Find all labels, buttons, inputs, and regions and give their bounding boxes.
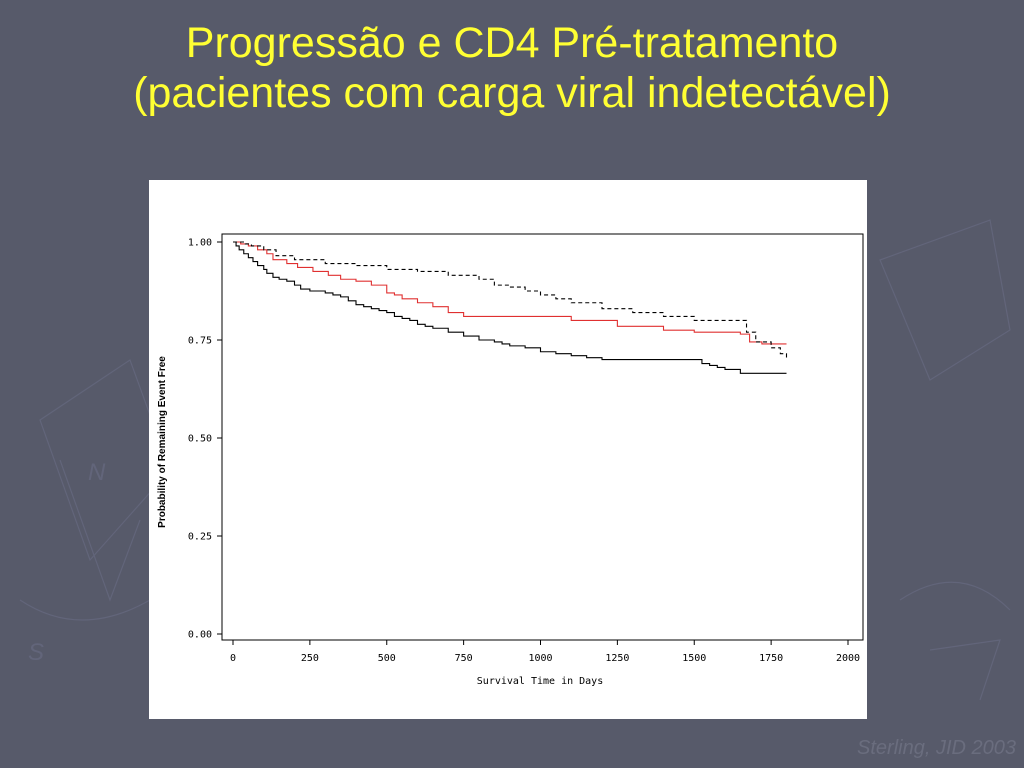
citation-watermark: Sterling, JID 2003 [857, 737, 1016, 759]
x-tick-label: 750 [455, 653, 473, 664]
x-tick-label: 2000 [836, 653, 860, 664]
y-axis-title: Probability of Remaining Event Free [157, 356, 168, 528]
y-tick-label: 0.50 [188, 434, 212, 445]
x-tick-label: 1250 [605, 653, 629, 664]
y-axis: 0.00 0.25 0.50 0.75 1.00 [188, 238, 222, 641]
y-tick-label: 0.25 [188, 532, 212, 543]
x-tick-label: 250 [301, 653, 319, 664]
chart-panel: 0 250 500 750 1000 1250 1500 1750 2000 0.00 0.25 0… [149, 180, 867, 719]
slide-title-line-1: Progressão e CD4 Pré-tratamento [185, 19, 839, 67]
svg-text:S: S [28, 639, 44, 666]
series-line-2 [233, 241, 787, 345]
slide-title-line-2: (pacientes com carga viral indetectável) [133, 69, 891, 117]
series-line-3 [233, 241, 788, 360]
x-tick-label: 1000 [528, 653, 552, 664]
svg-text:N: N [88, 459, 106, 486]
survival-chart: 0 250 500 750 1000 1250 1500 1750 2000 0.000.250… [157, 233, 864, 687]
x-axis-title: Survival Time in Days [477, 676, 603, 687]
y-tick-label: 0.00 [188, 630, 212, 641]
series-layer [233, 241, 788, 374]
y-tick-label: 1.00 [188, 238, 212, 249]
slide-title: Progressão e CD4 Pré-tratamento (pacient… [0, 18, 1024, 118]
x-axis: 0 250 500 750 1000 1250 1500 1750 2000 [230, 640, 860, 664]
x-tick-label: 0 [230, 653, 236, 664]
x-tick-label: 500 [378, 653, 396, 664]
x-tick-label: 1500 [682, 653, 706, 664]
x-tick-label: 1750 [759, 653, 783, 664]
series-line-1 [233, 241, 787, 374]
plot-frame [221, 233, 864, 641]
y-tick-label: 0.75 [188, 336, 212, 347]
